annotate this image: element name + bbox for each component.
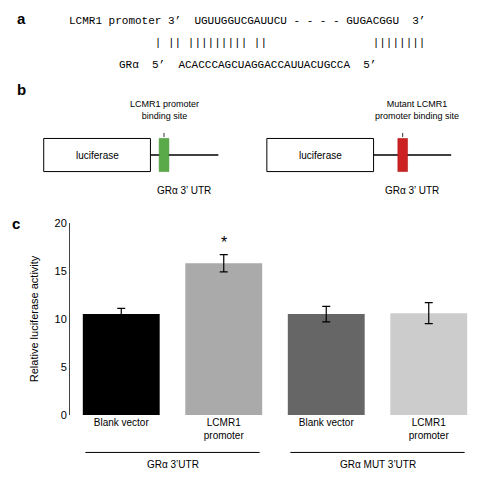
svg-text:GRα MUT 3’UTR: GRα MUT 3’UTR bbox=[340, 459, 416, 470]
svg-text:LCMR1promoter: LCMR1promoter bbox=[204, 417, 245, 441]
svg-text:GRα 3’UTR: GRα 3’UTR bbox=[147, 459, 199, 470]
svg-text:0: 0 bbox=[61, 409, 67, 421]
svg-text:GRα 3’ UTR: GRα 3’ UTR bbox=[385, 185, 439, 196]
svg-text:20: 20 bbox=[55, 217, 67, 229]
svg-text:15: 15 bbox=[55, 265, 67, 277]
svg-text:| || ||||||||| ||: | || ||||||||| || |||||||| bbox=[69, 37, 425, 49]
svg-text:*: * bbox=[221, 234, 227, 251]
svg-text:b: b bbox=[17, 81, 26, 98]
svg-text:LCMR1 promoterbinding site: LCMR1 promoterbinding site bbox=[130, 99, 199, 121]
svg-text:GRα 5’ ACACCCAGCUAGGACCAUUAC: GRα 5’ ACACCCAGCUAGGACCAUUACUGCCA 5’ bbox=[119, 59, 376, 71]
svg-text:Blank vector: Blank vector bbox=[94, 417, 150, 428]
svg-text:10: 10 bbox=[55, 313, 67, 325]
svg-text:5: 5 bbox=[61, 361, 67, 373]
svg-text:LCMR1promoter: LCMR1promoter bbox=[409, 417, 450, 441]
svg-text:luciferase: luciferase bbox=[299, 150, 342, 161]
svg-text:LCMR1 promoter 3’ UGUUGGUCGAU: LCMR1 promoter 3’ UGUUGGUCGAUUCU - - - -… bbox=[69, 15, 425, 27]
svg-text:a: a bbox=[17, 10, 26, 27]
svg-text:luciferase: luciferase bbox=[76, 150, 119, 161]
svg-text:Relative luciferase activity: Relative luciferase activity bbox=[28, 255, 40, 382]
svg-text:Blank vector: Blank vector bbox=[299, 417, 355, 428]
svg-text:c: c bbox=[12, 215, 20, 232]
svg-text:Mutant LCMR1promoter binding s: Mutant LCMR1promoter binding site bbox=[375, 99, 459, 121]
svg-text:GRα 3’ UTR: GRα 3’ UTR bbox=[157, 185, 211, 196]
